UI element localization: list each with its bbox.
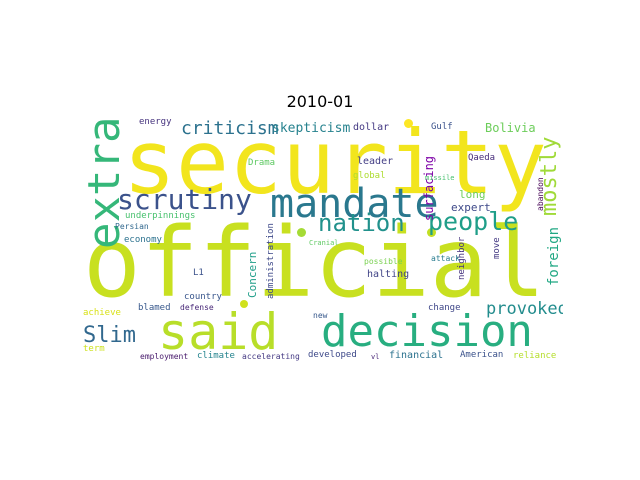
word-achieve: achieve [83, 308, 121, 318]
decorative-dot [404, 119, 413, 128]
word-global: global [353, 171, 386, 181]
word-persian: Persian [115, 222, 149, 231]
word-people: people [428, 207, 519, 236]
word-gulf: Gulf [431, 122, 453, 132]
word-missile: missile [425, 174, 455, 182]
word-cranial: Cranial [309, 239, 339, 247]
word-dollar: dollar [353, 122, 390, 133]
word-country: country [184, 292, 222, 302]
word-developed: developed [308, 350, 357, 360]
word-abandon: abandon [536, 177, 545, 211]
word-financial: financial [389, 350, 444, 361]
word-move: move [492, 237, 502, 259]
decorative-dot [297, 228, 306, 237]
word-qaeda: Qaeda [468, 153, 496, 163]
word-leader: leader [357, 156, 394, 167]
decorative-dot [427, 228, 436, 237]
word-long: long [459, 188, 486, 201]
word-economy: economy [124, 235, 162, 245]
word-term: term [83, 344, 105, 354]
word-energy: energy [139, 117, 172, 127]
word-skepticism: skepticism [272, 121, 351, 136]
word-nation: nation [318, 209, 405, 237]
word-change: change [428, 303, 461, 313]
word-attack: attack [431, 254, 460, 263]
word-administration: administration [266, 223, 276, 299]
word-scrutiny: scrutiny [117, 183, 252, 216]
word-criticism: criticism [181, 118, 279, 139]
word-provoked: provoked [486, 299, 563, 319]
word-climate: climate [197, 351, 235, 361]
word-l1: L1 [193, 268, 204, 278]
word-vl: vl [371, 353, 380, 361]
word-bolivia: Bolivia [485, 121, 536, 135]
word-blamed: blamed [138, 303, 171, 313]
word-possible: possible [364, 257, 403, 266]
word-official: official [83, 207, 546, 319]
decorative-dot [240, 300, 248, 308]
word-said: said [158, 303, 279, 361]
word-surfacing: surfacing [422, 155, 436, 221]
word-reliance: reliance [513, 351, 557, 361]
word-expert: expert [451, 201, 491, 214]
word-employment: employment [140, 352, 189, 361]
word-mandate: mandate [270, 181, 439, 227]
word-foreign: foreign [546, 226, 562, 286]
word-underpinnings: underpinnings [125, 211, 196, 221]
word-concern: Concern [246, 251, 259, 298]
word-new: new [313, 311, 328, 320]
word-halting: halting [367, 269, 410, 280]
word-security: security [123, 117, 547, 214]
figure-title: 2010-01 [286, 92, 354, 111]
word-american: American [460, 350, 504, 360]
word-accelerating: accelerating [242, 352, 300, 361]
word-slim: Slim [83, 323, 136, 348]
word-defense: defense [180, 303, 214, 312]
word-decision: decision [321, 306, 533, 357]
word-cloud: security official said decision mandate extra… [83, 117, 563, 367]
word-drama: Drama [248, 158, 276, 168]
